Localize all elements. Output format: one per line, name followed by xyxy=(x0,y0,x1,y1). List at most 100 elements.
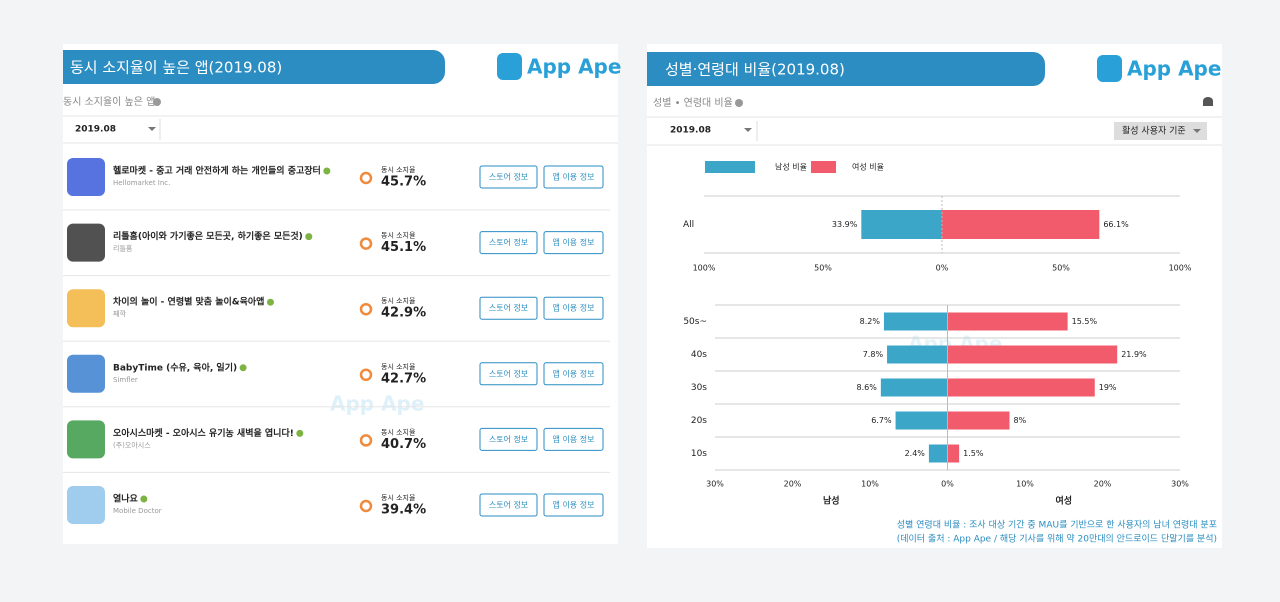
value-label: 6.7% xyxy=(871,416,892,425)
right-panel xyxy=(647,44,1222,548)
app-name[interactable]: 헬로마켓 - 중고 거래 안전하게 하는 개인들의 중고장터 xyxy=(113,165,321,177)
button[interactable] xyxy=(543,165,604,189)
app-name[interactable]: 오아시스마켓 - 오아시스 유기농 새벽을 엽니다! xyxy=(113,427,294,439)
metric-label: 동시 소지율 xyxy=(381,493,416,502)
footnote: (데이터 출처 : App Ape / 해당 기사를 위해 약 20만대의 안드… xyxy=(897,533,1217,545)
download-icon[interactable] xyxy=(1203,97,1213,106)
metric-label: 동시 소지율 xyxy=(381,165,416,174)
header-title: 성별·연령대 비율(2019.08) xyxy=(665,61,845,79)
button[interactable] xyxy=(479,165,538,189)
carrot-icon xyxy=(359,237,373,250)
bar xyxy=(942,210,1100,239)
metric-value: 42.9% xyxy=(381,306,426,321)
value-label: 15.5% xyxy=(1072,317,1098,326)
button-label: 앱 이용 정보 xyxy=(553,500,595,510)
developer: 째깍 xyxy=(113,309,126,318)
app-name[interactable]: 열나요 xyxy=(113,493,139,505)
date-select[interactable]: 2019.08 xyxy=(75,125,116,135)
android-icon xyxy=(323,167,331,175)
x-tick-label: 10% xyxy=(861,480,879,489)
logo: App Ape xyxy=(1127,57,1221,81)
date-select[interactable]: 2019.08 xyxy=(670,126,711,136)
button[interactable] xyxy=(479,362,538,386)
legend-label: 여성 비율 xyxy=(852,162,884,172)
button[interactable] xyxy=(543,231,604,255)
value-label: 66.1% xyxy=(1103,220,1129,229)
left-panel xyxy=(63,44,618,544)
footnote: 성별 연령대 비율 : 조사 대상 기간 중 MAU를 기반으로 한 사용자의 … xyxy=(897,519,1217,531)
button[interactable] xyxy=(479,296,538,320)
category-label: 50s~ xyxy=(683,317,707,327)
header-bar xyxy=(63,50,445,84)
carrot-icon xyxy=(359,499,373,513)
metric-label: 동시 소지율 xyxy=(381,427,416,436)
basis-select[interactable] xyxy=(1114,122,1207,140)
value-label: 1.5% xyxy=(963,449,984,458)
app-icon[interactable] xyxy=(67,420,105,459)
metric-value: 39.4% xyxy=(381,503,426,518)
button-label: 앱 이용 정보 xyxy=(553,368,595,378)
x-tick-label: 50% xyxy=(1052,264,1070,273)
button-label: 스토어 정보 xyxy=(489,237,528,247)
select-arrow xyxy=(744,128,752,132)
category-label: 40s xyxy=(691,350,707,360)
bar xyxy=(947,378,1095,397)
help-icon[interactable] xyxy=(735,99,743,107)
category-label: 20s xyxy=(691,416,707,426)
x-tick-label: 20% xyxy=(784,480,802,489)
value-label: 8% xyxy=(1014,416,1027,425)
bar xyxy=(887,345,948,364)
select-arrow xyxy=(148,127,156,131)
metric-value: 45.1% xyxy=(381,240,426,255)
button[interactable] xyxy=(543,362,604,386)
bar xyxy=(947,312,1068,331)
help-icon[interactable] xyxy=(153,98,161,106)
value-label: 8.6% xyxy=(857,383,878,392)
bar xyxy=(947,411,1010,430)
app-name[interactable]: 차이의 놀이 - 연령별 맞춤 놀이&육아앱 xyxy=(113,296,264,308)
bar xyxy=(880,378,948,397)
button-label: 앱 이용 정보 xyxy=(553,172,595,182)
developer: Hellomarket Inc. xyxy=(113,179,170,187)
category-label: 10s xyxy=(691,449,707,459)
button-label: 스토어 정보 xyxy=(489,500,528,510)
app-name[interactable]: 리틀홈(아이와 가기좋은 모든곳, 하기좋은 모든것) xyxy=(113,230,303,242)
app-icon[interactable] xyxy=(67,223,105,262)
button[interactable] xyxy=(543,493,604,517)
android-icon xyxy=(239,364,247,372)
button[interactable] xyxy=(479,231,538,255)
x-tick-label: 30% xyxy=(706,480,724,489)
button[interactable] xyxy=(479,493,538,517)
app-icon[interactable] xyxy=(67,354,105,393)
subtitle: 동시 소지율이 높은 앱 xyxy=(63,96,155,108)
android-icon xyxy=(140,495,148,503)
x-tick-label: 100% xyxy=(1169,264,1192,273)
button-label: 스토어 정보 xyxy=(489,368,528,378)
logo-icon xyxy=(497,53,522,80)
x-tick-label: 30% xyxy=(1171,480,1189,489)
app-name[interactable]: BabyTime (수유, 육아, 일기) xyxy=(113,361,237,373)
app-icon[interactable] xyxy=(67,486,105,524)
developer: (주)오아시스 xyxy=(113,440,151,449)
button-label: 스토어 정보 xyxy=(489,172,528,182)
button-label: 앱 이용 정보 xyxy=(553,237,595,247)
value-label: 19% xyxy=(1099,383,1117,392)
app-icon[interactable] xyxy=(67,158,105,196)
button-label: 스토어 정보 xyxy=(489,303,528,313)
category-label: 30s xyxy=(691,383,707,393)
header-bar xyxy=(647,52,1045,86)
value-label: 21.9% xyxy=(1121,350,1147,359)
x-tick-label: 0% xyxy=(936,264,949,273)
app-icon[interactable] xyxy=(67,289,105,328)
metric-label: 동시 소지율 xyxy=(381,231,416,240)
button[interactable] xyxy=(479,427,538,451)
x-tick-label: 100% xyxy=(693,264,716,273)
android-icon xyxy=(266,298,274,306)
bar xyxy=(947,444,960,463)
android-icon xyxy=(305,233,313,241)
metric-value: 45.7% xyxy=(381,175,426,190)
button[interactable] xyxy=(543,296,604,320)
button-label: 앱 이용 정보 xyxy=(553,434,595,444)
button[interactable] xyxy=(543,427,604,451)
